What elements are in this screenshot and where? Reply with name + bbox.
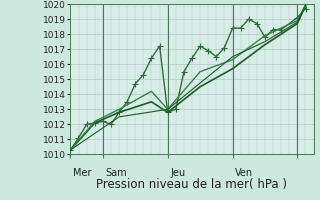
Text: Jeu: Jeu [171,168,186,178]
X-axis label: Pression niveau de la mer( hPa ): Pression niveau de la mer( hPa ) [97,178,287,191]
Text: Sam: Sam [106,168,127,178]
Text: Mer: Mer [73,168,92,178]
Text: Ven: Ven [235,168,253,178]
